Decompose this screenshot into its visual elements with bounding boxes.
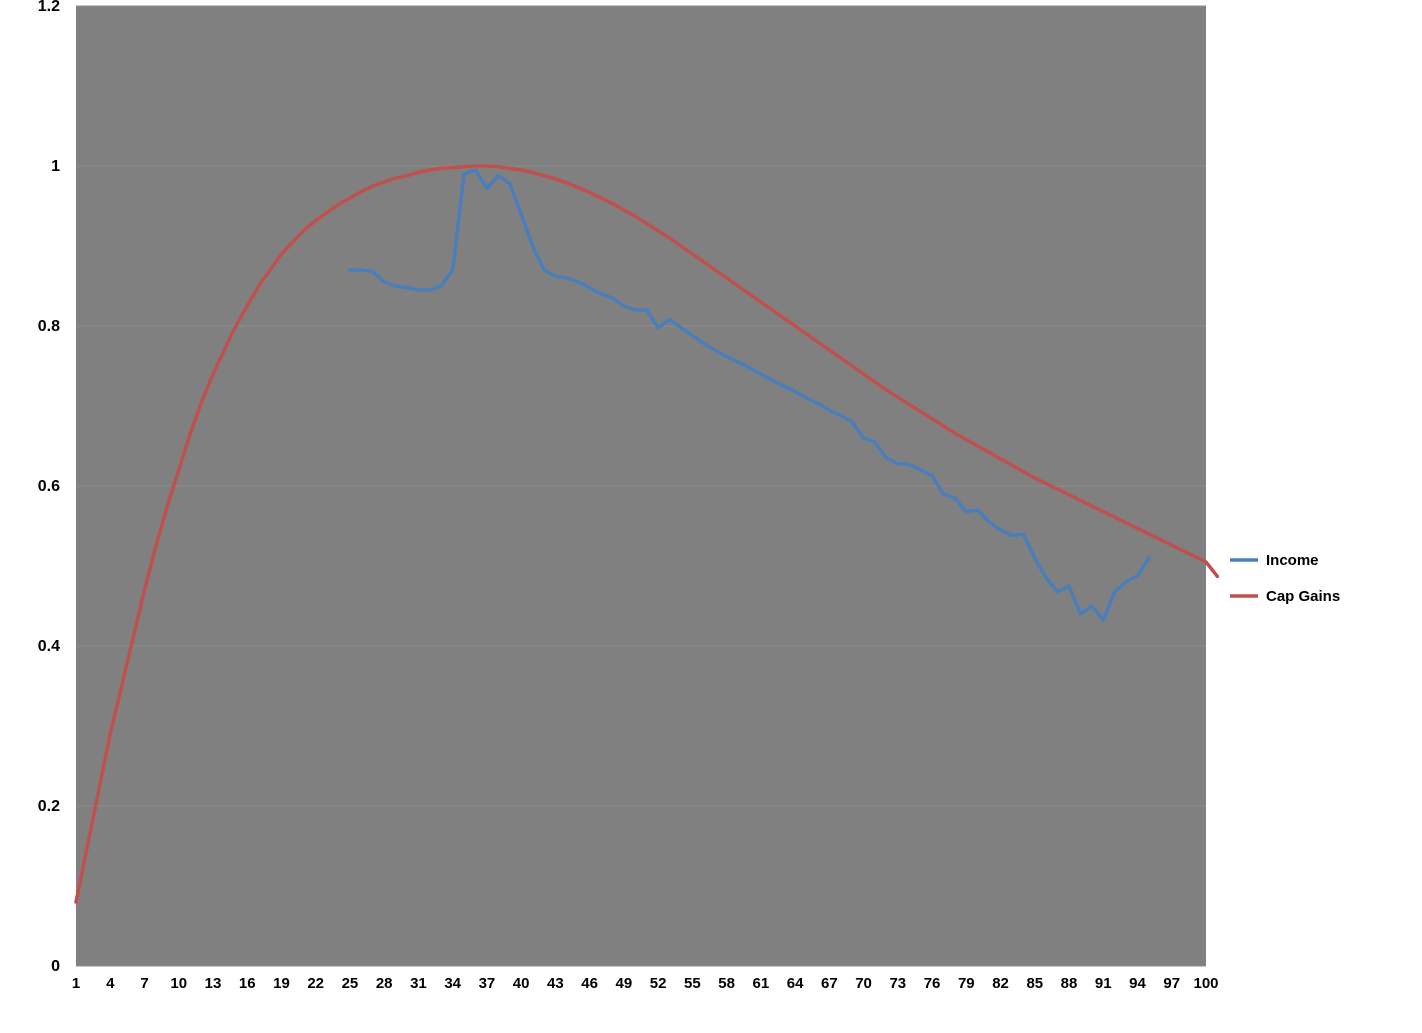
x-tick-label: 61 [753,975,770,992]
x-tick-label: 64 [787,975,804,992]
x-axis-labels: 1 4 7 10 13 16 19 22 25 28 31 34 37 40 43 46 49 52 55 58 61 6… [72,975,1219,992]
y-tick-label: 1.2 [38,0,60,15]
x-tick-label: 37 [479,975,496,992]
x-tick-label: 76 [924,975,941,992]
x-tick-label: 97 [1163,975,1180,992]
x-tick-label: 55 [684,975,701,992]
x-tick-label: 52 [650,975,667,992]
x-tick-label: 100 [1193,975,1218,992]
chart-container: 0 0.2 0.4 0.6 0.8 1 1.2 1 4 7 10 13 16 19 22 25 28 31 34 37… [0,0,1422,1033]
x-tick-label: 28 [376,975,393,992]
x-tick-label: 49 [616,975,633,992]
y-tick-label: 0.2 [38,798,60,815]
y-tick-label: 1 [51,158,60,175]
x-tick-label: 22 [307,975,324,992]
x-tick-label: 67 [821,975,838,992]
line-chart: 0 0.2 0.4 0.6 0.8 1 1.2 1 4 7 10 13 16 19 22 25 28 31 34 37… [0,0,1422,1033]
x-tick-label: 73 [889,975,906,992]
x-tick-label: 79 [958,975,975,992]
x-tick-label: 85 [1026,975,1043,992]
y-tick-label: 0.6 [38,478,60,495]
x-tick-label: 13 [205,975,222,992]
x-tick-label: 82 [992,975,1009,992]
x-tick-label: 91 [1095,975,1112,992]
x-tick-label: 19 [273,975,290,992]
x-tick-label: 4 [106,975,115,992]
x-tick-label: 31 [410,975,427,992]
y-tick-label: 0.4 [38,638,60,655]
x-tick-label: 16 [239,975,256,992]
x-tick-label: 10 [170,975,187,992]
x-tick-label: 58 [718,975,735,992]
x-tick-label: 25 [342,975,359,992]
x-tick-label: 46 [581,975,598,992]
x-tick-label: 88 [1061,975,1078,992]
legend-label: Income [1266,552,1319,569]
x-tick-label: 1 [72,975,80,992]
x-tick-label: 94 [1129,975,1146,992]
legend-label: Cap Gains [1266,588,1340,605]
legend: Income Cap Gains [1230,552,1340,605]
x-tick-label: 70 [855,975,872,992]
y-axis-labels: 0 0.2 0.4 0.6 0.8 1 1.2 [38,0,60,975]
y-tick-label: 0.8 [38,318,60,335]
x-tick-label: 34 [444,975,461,992]
x-tick-label: 40 [513,975,530,992]
x-tick-label: 43 [547,975,564,992]
y-tick-label: 0 [51,958,60,975]
x-tick-label: 7 [140,975,148,992]
